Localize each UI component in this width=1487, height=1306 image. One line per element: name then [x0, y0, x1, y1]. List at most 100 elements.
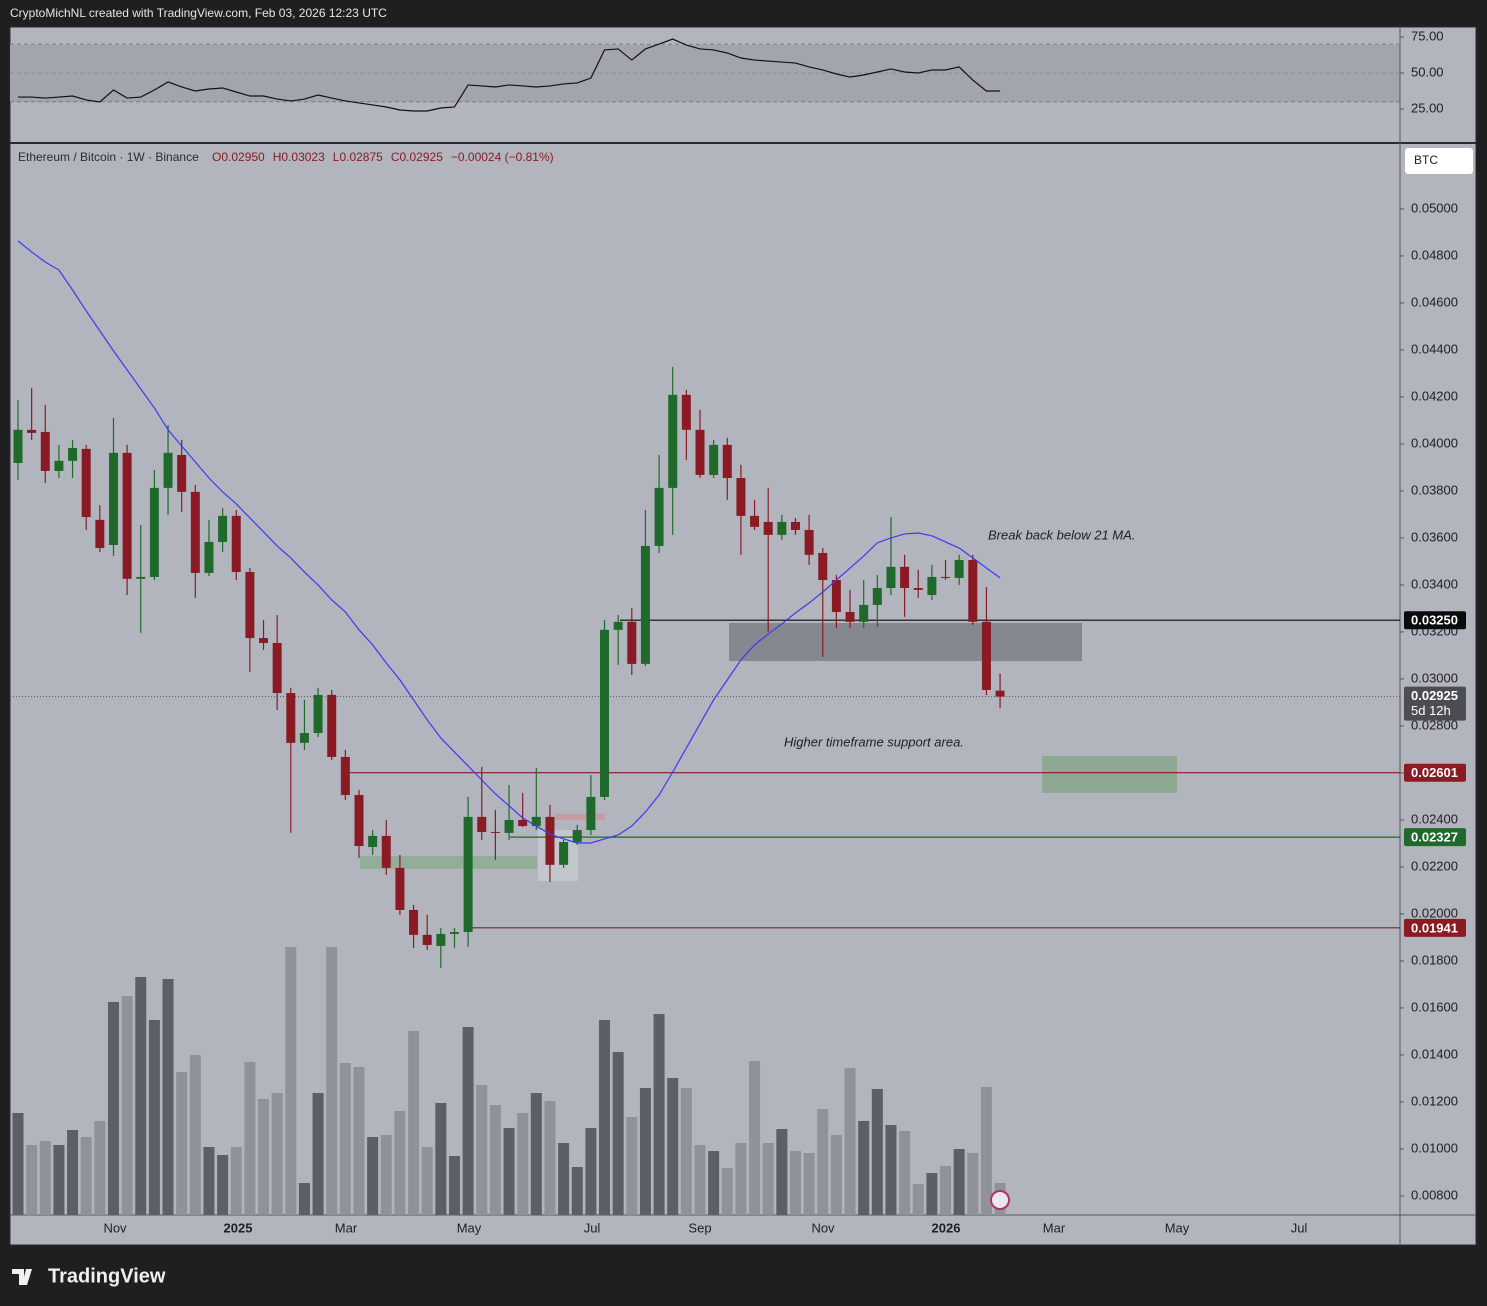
candle-body — [572, 830, 582, 843]
volume-bar — [571, 1167, 583, 1215]
candle-body — [231, 515, 241, 573]
volume-bar — [394, 1111, 406, 1215]
y-tick-label: 0.03600 — [1411, 529, 1458, 544]
candle-body — [190, 491, 200, 573]
candle-body — [600, 629, 610, 797]
candle-body — [872, 587, 882, 605]
candle-body — [299, 732, 309, 743]
volume-bar — [107, 1002, 119, 1215]
volume-bar — [176, 1072, 188, 1215]
annotation: Break back below 21 MA. — [988, 527, 1135, 542]
volume-bar — [312, 1093, 324, 1215]
candle-body — [81, 448, 91, 518]
logo-text: TradingView — [48, 1265, 166, 1287]
volume-bar — [203, 1147, 215, 1215]
volume-bar — [298, 1183, 310, 1215]
volume-bar — [12, 1113, 24, 1215]
y-tick-label: 0.04200 — [1411, 388, 1458, 403]
candle-body — [177, 454, 187, 492]
credit: CryptoMichNL created with TradingView.co… — [10, 6, 387, 20]
x-tick-label: May — [1165, 1220, 1190, 1235]
volume-bar — [803, 1153, 815, 1215]
candle-body — [640, 545, 650, 664]
y-tick-label: 0.02000 — [1411, 905, 1458, 920]
volume-bar — [858, 1121, 870, 1215]
alert-icon[interactable] — [990, 1190, 1010, 1210]
volume-bar — [421, 1147, 433, 1215]
last-price-tag — [1404, 686, 1466, 721]
volume-bar — [721, 1168, 733, 1215]
currency-button[interactable] — [1405, 148, 1473, 174]
logo-mark — [12, 1269, 32, 1285]
x-tick-label: 2026 — [932, 1220, 961, 1235]
candle-body — [654, 487, 664, 546]
volume-bar — [271, 1093, 283, 1215]
volume-bar — [448, 1156, 460, 1215]
y-tick-label: 0.04000 — [1411, 435, 1458, 450]
candle-body — [845, 611, 855, 622]
candle-body — [681, 394, 691, 430]
volume-bar — [735, 1143, 747, 1215]
volume-bar — [899, 1131, 911, 1215]
x-tick-label: Sep — [688, 1220, 711, 1235]
candle-body — [95, 519, 105, 549]
candle-body — [54, 460, 64, 471]
volume-bar — [435, 1103, 447, 1215]
level-tag — [1404, 763, 1466, 782]
volume-bar — [189, 1055, 201, 1215]
candle-body — [40, 431, 50, 471]
volume-bar — [408, 1031, 420, 1215]
volume-bar — [503, 1128, 515, 1215]
volume-bar — [639, 1088, 651, 1215]
level-label: 0.03250 — [1411, 613, 1458, 628]
rsi-tick-label: 50.00 — [1411, 64, 1444, 79]
volume-bar — [530, 1093, 542, 1215]
volume-bar — [244, 1062, 256, 1215]
candle-body — [559, 842, 569, 865]
volume-bar — [694, 1145, 706, 1215]
candle-body — [831, 580, 841, 612]
candle-body — [531, 816, 541, 827]
candle-body — [941, 576, 951, 578]
volume-bar — [489, 1105, 501, 1215]
candle-body — [913, 587, 923, 590]
candle-body — [504, 819, 514, 833]
volume-bar — [967, 1153, 979, 1215]
volume-bar — [980, 1087, 992, 1215]
volume-bar — [258, 1099, 270, 1215]
volume-bar — [871, 1089, 883, 1215]
candle-body — [245, 572, 255, 639]
zone-light — [538, 830, 578, 881]
resistance-zone — [729, 623, 1082, 661]
level-label: 0.01941 — [1411, 920, 1458, 935]
legend-value: C0.02925 — [391, 150, 443, 164]
volume-bar — [230, 1147, 242, 1215]
volume-bar — [885, 1125, 897, 1215]
candle-body — [995, 690, 1005, 697]
candle-body — [709, 444, 719, 475]
volume-bar — [599, 1020, 611, 1215]
candle-body — [436, 933, 446, 946]
volume-bar — [380, 1135, 392, 1215]
candle-body — [627, 621, 637, 664]
zone-pink — [555, 814, 605, 820]
candle-body — [272, 642, 282, 694]
volume-bar — [612, 1052, 624, 1215]
currency-label: BTC — [1414, 153, 1438, 167]
volume-bar — [817, 1109, 829, 1215]
y-tick-label: 0.05000 — [1411, 200, 1458, 215]
level-tag — [1404, 611, 1466, 630]
volume-bar — [162, 979, 174, 1215]
candle-body — [108, 452, 118, 545]
candle-body — [313, 694, 323, 733]
rsi-line — [18, 38, 1001, 112]
volume-bar — [844, 1068, 856, 1215]
candle-body — [859, 604, 869, 622]
legend-value: H0.03023 — [273, 150, 325, 164]
volume-bar — [762, 1143, 774, 1215]
countdown: 5d 12h — [1411, 703, 1451, 718]
candle-body — [27, 429, 37, 433]
y-tick-label: 0.01200 — [1411, 1093, 1458, 1108]
volume-bar — [776, 1129, 788, 1215]
